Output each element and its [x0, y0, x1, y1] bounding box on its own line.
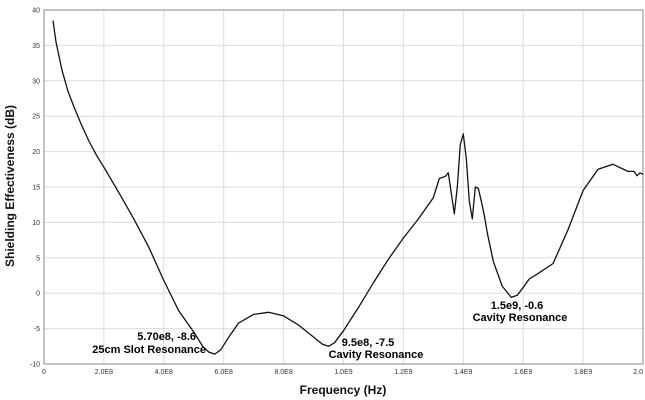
x-tick-label: 1.2E9	[394, 369, 412, 376]
annotation-cavity-resonance-1-label: Cavity Resonance	[329, 349, 424, 361]
y-tick-label: 10	[32, 220, 40, 227]
x-axis-label: Frequency (Hz)	[300, 383, 387, 397]
series-line	[52, 20, 644, 355]
annotation-cavity-resonance-1-value: 9.5e8, -7.5	[342, 337, 395, 349]
y-axis-label: Shielding Effectiveness (dB)	[3, 105, 17, 267]
annotation-slot-resonance-label: 25cm Slot Resonance	[92, 344, 206, 356]
x-tick-label: 8.0E8	[274, 369, 292, 376]
y-tick-label: 30	[32, 78, 40, 85]
plot-frame	[43, 9, 644, 365]
x-tick-label: 2.0	[633, 369, 643, 376]
x-tick-labels: 0 2.0E8 4.0E8 6.0E8 8.0E8 1.0E9 1.2E9 1.4E9 1.6E…	[42, 369, 643, 376]
y-tick-label: 35	[32, 43, 40, 50]
annotation-slot-resonance-value: 5.70e8, -8.6	[137, 331, 196, 343]
x-tick-label: 6.0E8	[215, 369, 233, 376]
x-tick-label: 1.8E9	[574, 369, 592, 376]
x-tick-label: 1.4E9	[454, 369, 472, 376]
annotations: 5.70e8, -8.6 25cm Slot Resonance 9.5e8, …	[92, 300, 567, 361]
x-tick-label: 2.0E8	[95, 369, 113, 376]
x-tick-label: 1.0E9	[334, 369, 352, 376]
grid-lines	[43, 9, 644, 365]
y-tick-label: -5	[34, 326, 40, 333]
y-tick-label: 15	[32, 185, 40, 192]
y-tick-label: 25	[32, 114, 40, 121]
x-tick-label: 1.6E9	[514, 369, 532, 376]
y-tick-label: 20	[32, 149, 40, 156]
y-tick-label: 0	[36, 291, 40, 298]
annotation-cavity-resonance-2-value: 1.5e9, -0.6	[491, 300, 544, 312]
y-tick-labels: 40 35 30 25 20 15 10 5 0 -5 -10	[30, 8, 40, 369]
y-tick-label: 40	[32, 8, 40, 15]
y-tick-label: -10	[30, 362, 40, 369]
annotation-cavity-resonance-2-label: Cavity Resonance	[473, 312, 568, 324]
x-tick-label: 4.0E8	[155, 369, 173, 376]
y-tick-label: 5	[36, 255, 40, 262]
x-tick-label: 0	[42, 369, 46, 376]
